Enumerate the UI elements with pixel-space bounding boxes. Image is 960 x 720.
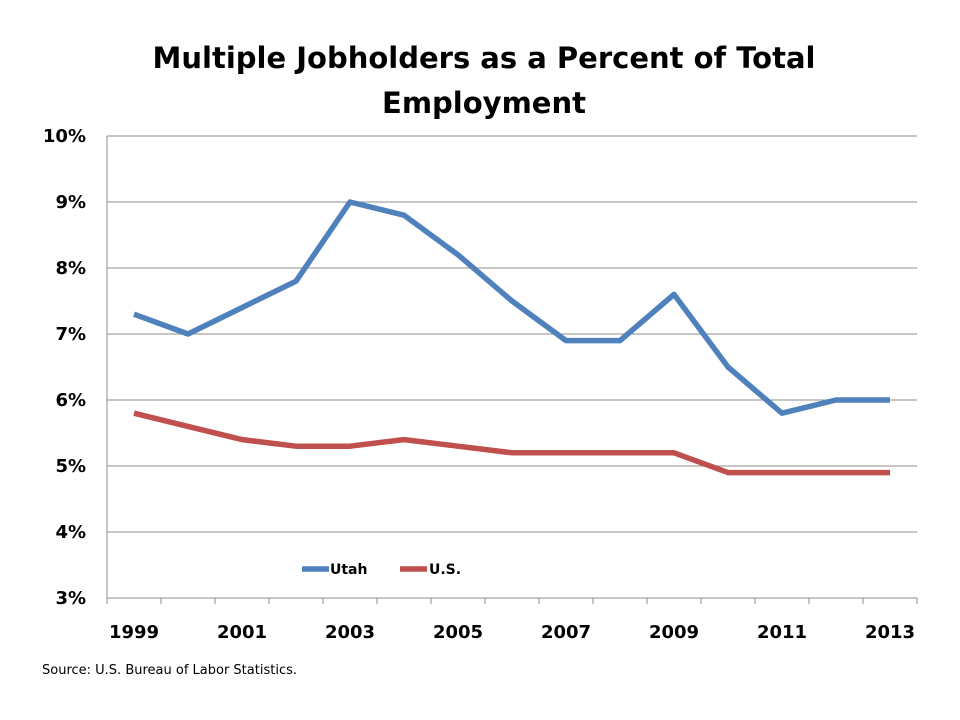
x-tick-label: 2013 <box>865 622 915 643</box>
chart-title-line-1: Multiple Jobholders as a Percent of Tota… <box>153 41 816 75</box>
chart-title-line-2: Employment <box>382 86 586 120</box>
gridlines <box>107 135 917 533</box>
series-line-utah <box>133 199 890 416</box>
y-tick-label: 9% <box>55 192 86 213</box>
x-tick-label: 2001 <box>217 622 267 643</box>
x-tick-label: 1999 <box>109 622 159 643</box>
x-tick-label: 2009 <box>649 622 699 643</box>
y-tick-label: 10% <box>43 126 86 147</box>
x-tick-label: 2003 <box>325 622 375 643</box>
x-tick-label: 2007 <box>541 622 591 643</box>
series-line-us <box>133 410 890 476</box>
y-tick-label: 7% <box>55 324 86 345</box>
y-tick-label: 4% <box>55 522 86 543</box>
x-tick-label: 2011 <box>757 622 807 643</box>
x-tick-label: 2005 <box>433 622 483 643</box>
y-tick-label: 5% <box>55 456 86 477</box>
y-tick-label: 8% <box>55 258 86 279</box>
source-note: Source: U.S. Bureau of Labor Statistics. <box>42 663 297 678</box>
tick-labels: 3% 4% 5% 6% 7% 8% 9% 10% 1999 2001 2003 2005 2007 200… <box>43 126 915 643</box>
series-lines <box>133 199 890 476</box>
axes <box>106 136 918 604</box>
y-tick-label: 3% <box>55 588 86 609</box>
y-tick-label: 6% <box>55 390 86 411</box>
legend-label: U.S. <box>429 562 461 578</box>
legend-label: Utah <box>330 562 367 578</box>
legend: Utah U.S. <box>302 562 461 578</box>
